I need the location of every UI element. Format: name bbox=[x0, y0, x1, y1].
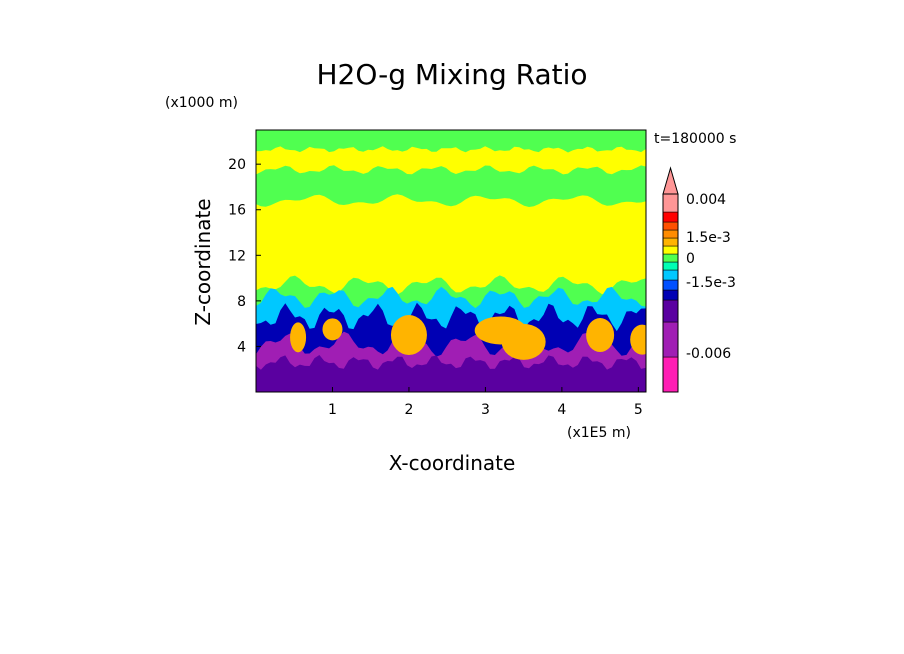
plume-2 bbox=[501, 323, 546, 360]
chart-title: H2O-g Mixing Ratio bbox=[316, 58, 587, 91]
y-tick-label-0: 4 bbox=[237, 339, 246, 355]
colorbar bbox=[662, 166, 679, 393]
y-tick-label-2: 12 bbox=[228, 248, 246, 264]
x-tick-label-3: 4 bbox=[557, 402, 566, 418]
plume-4 bbox=[630, 324, 646, 355]
colorbar-extend-arrow bbox=[662, 166, 679, 195]
colorbar-swatch-10 bbox=[662, 229, 679, 239]
y-axis: 4 8 12 16 20 bbox=[228, 157, 261, 355]
x-tick-label-2: 3 bbox=[481, 402, 490, 418]
y-tick-label-1: 8 bbox=[237, 294, 246, 310]
colorbar-swatch-3 bbox=[662, 289, 679, 301]
y-tick-label-4: 20 bbox=[228, 157, 246, 173]
plume-5 bbox=[290, 322, 307, 353]
plot-area bbox=[256, 130, 646, 392]
colorbar-frame bbox=[662, 193, 679, 393]
colorbar-swatch-12 bbox=[662, 211, 679, 223]
x-axis-label: X-coordinate bbox=[389, 451, 516, 475]
colorbar-swatch-6 bbox=[662, 261, 679, 271]
plume-3 bbox=[586, 318, 615, 353]
x-tick-label-1: 2 bbox=[404, 402, 413, 418]
x-tick-label-4: 5 bbox=[634, 402, 643, 418]
colorbar-swatch-7 bbox=[662, 253, 679, 263]
colorbar-swatch-8 bbox=[662, 245, 679, 255]
colorbar-swatch-0 bbox=[662, 356, 679, 393]
colorbar-swatch-11 bbox=[662, 221, 679, 231]
colorbar-swatch-1 bbox=[662, 321, 679, 358]
plume-6 bbox=[322, 318, 343, 341]
plot-frame bbox=[255, 129, 647, 393]
colorbar-label-4: -0.006 bbox=[686, 346, 731, 362]
x-tick-label-0: 1 bbox=[328, 402, 337, 418]
y-unit-label: (x1000 m) bbox=[165, 95, 238, 111]
y-axis-label: Z-coordinate bbox=[191, 198, 215, 325]
colorbar-swatch-2 bbox=[662, 299, 679, 323]
time-label: t=180000 s bbox=[654, 131, 736, 147]
colorbar-label-0: 0.004 bbox=[686, 192, 726, 208]
y-tick-label-3: 16 bbox=[228, 203, 246, 219]
plume-0 bbox=[390, 315, 427, 356]
colorbar-swatch-5 bbox=[662, 269, 679, 281]
x-unit-label: (x1E5 m) bbox=[567, 425, 631, 441]
colorbar-swatch-13 bbox=[662, 193, 679, 213]
x-axis: 1 2 3 4 5 bbox=[328, 387, 643, 418]
colorbar-label-1: 1.5e-3 bbox=[686, 230, 731, 246]
contour-band-base bbox=[256, 355, 646, 392]
colorbar-label-3: -1.5e-3 bbox=[686, 275, 736, 291]
colorbar-swatch-4 bbox=[662, 279, 679, 291]
colorbar-swatch-9 bbox=[662, 237, 679, 247]
colorbar-label-2: 0 bbox=[686, 251, 695, 267]
